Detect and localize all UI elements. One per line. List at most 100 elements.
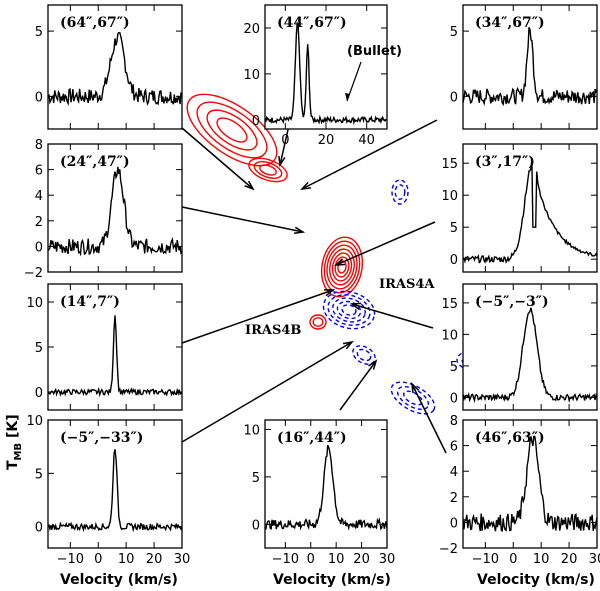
spectrum-line (264, 444, 388, 531)
y-tick-label: 0 (35, 90, 43, 105)
panel-frame (462, 4, 598, 130)
spectrum-line (462, 27, 598, 107)
arrowhead (300, 181, 311, 190)
red-contour (248, 157, 288, 183)
y-tick-label: 0 (450, 516, 458, 531)
y-tick-label: 5 (252, 471, 260, 486)
y-tick-label: 8 (450, 414, 458, 429)
arrowhead (323, 289, 336, 297)
x-tick-label: 10 (118, 552, 135, 567)
blue-contour (332, 297, 366, 323)
panel-pm5_m33: 0 5 10 −10 0 10 20 30 (−5″,−33″) (26, 414, 190, 567)
x-tick-label: 20 (318, 133, 335, 148)
x-axis-label-left: Velocity (km/s) (60, 572, 178, 588)
panel-p44_67: 0 10 20 0 20 40 (44″,67″)(Bullet) (243, 4, 402, 148)
red-contour (216, 117, 248, 143)
y-axis-label: TMB [K] (5, 414, 24, 470)
pointer-arrow (301, 119, 438, 190)
red-contour (326, 244, 358, 290)
x-tick-label: −10 (472, 552, 499, 567)
y-tick-label: 0 (35, 240, 43, 255)
red-contour (312, 317, 324, 327)
pointer-arrow (181, 206, 304, 233)
panel-frame (264, 4, 388, 130)
pointer-arrow (181, 289, 334, 344)
spectrum-line (462, 160, 598, 264)
y-tick-label: 20 (243, 22, 260, 37)
blue-contour (390, 381, 436, 415)
panel-position-label: (44″,67″) (277, 15, 347, 31)
y-tick-label: 5 (35, 25, 43, 40)
blue-contour (322, 290, 376, 330)
source-label-iras4a: IRAS4A (379, 277, 435, 292)
red-contour (206, 109, 258, 151)
arrowhead (334, 258, 346, 266)
arrowhead (244, 180, 255, 191)
blue-contour (394, 184, 406, 200)
arrowhead (342, 340, 354, 350)
red-contour (309, 314, 327, 330)
spectrum-line (462, 435, 598, 533)
panel-p3_17: 0 5 10 15 (3″,17″) (441, 143, 598, 273)
panel-position-label: (24″,47″) (60, 154, 130, 170)
y-tick-label: 10 (441, 189, 458, 204)
y-tick-label: 5 (35, 341, 43, 356)
y-tick-label: 0 (252, 114, 260, 129)
pointer-arrows (181, 111, 447, 454)
panel-p34_67: 0 5 (34″,67″) (450, 4, 598, 130)
spectrum-line (47, 32, 183, 106)
panel-frame (47, 143, 183, 273)
y-tick-label: 10 (441, 328, 458, 343)
arrowhead (368, 359, 378, 370)
x-tick-label: 0 (509, 552, 517, 567)
red-contour (259, 164, 277, 176)
y-tick-label: 6 (35, 164, 43, 179)
arrowhead (278, 156, 286, 168)
y-tick-label: 0 (450, 391, 458, 406)
y-tick-label: 4 (35, 189, 43, 204)
panel-p64_67: 0 5 (64″,67″) (35, 4, 183, 130)
spectrum-line (47, 166, 183, 257)
y-tick-label: 10 (26, 296, 43, 311)
x-tick-label: 10 (328, 552, 345, 567)
panel-position-label: (14″,7″) (60, 294, 120, 310)
panel-p24_47: −2 0 2 4 6 8 (24″,47″) (24, 138, 183, 281)
x-tick-label: 30 (589, 552, 600, 567)
blue-contour (327, 294, 371, 326)
bullet-annotation: (Bullet) (347, 44, 402, 59)
y-tick-label: 0 (35, 386, 43, 401)
y-tick-label: 8 (35, 138, 43, 153)
panel-position-label: (46″,63″) (475, 430, 545, 446)
spectrum-line (47, 315, 183, 398)
y-tick-label: 10 (243, 423, 260, 438)
y-tick-label: 5 (450, 360, 458, 375)
y-tick-label: −2 (24, 266, 43, 281)
x-axis-label-center: Velocity (km/s) (273, 572, 391, 588)
pointer-arrow (335, 221, 436, 266)
x-tick-label: 0 (281, 133, 289, 148)
pointer-arrow (181, 341, 353, 443)
x-tick-label: 20 (561, 552, 578, 567)
red-contour (186, 93, 278, 167)
y-tick-label: 5 (35, 467, 43, 482)
y-tick-label: 15 (441, 297, 458, 312)
y-tick-label: 0 (252, 518, 260, 533)
spectrum-line (462, 307, 598, 404)
y-tick-label: 2 (450, 491, 458, 506)
x-tick-label: −10 (272, 552, 299, 567)
blue-contour (341, 304, 357, 316)
y-tick-label: 10 (26, 414, 43, 429)
blue-contour (391, 179, 409, 205)
spectrum-line (264, 21, 388, 126)
red-contour (320, 236, 364, 298)
x-tick-label: 40 (358, 133, 375, 148)
y-tick-label: −2 (439, 542, 458, 557)
pointer-arrow (181, 127, 254, 190)
red-contour (253, 161, 283, 179)
x-tick-label: 20 (353, 552, 370, 567)
y-tick-label: 2 (35, 215, 43, 230)
x-tick-label: −10 (57, 552, 84, 567)
panel-position-label: (64″,67″) (60, 15, 130, 31)
panel-position-label: (34″,67″) (475, 15, 545, 31)
